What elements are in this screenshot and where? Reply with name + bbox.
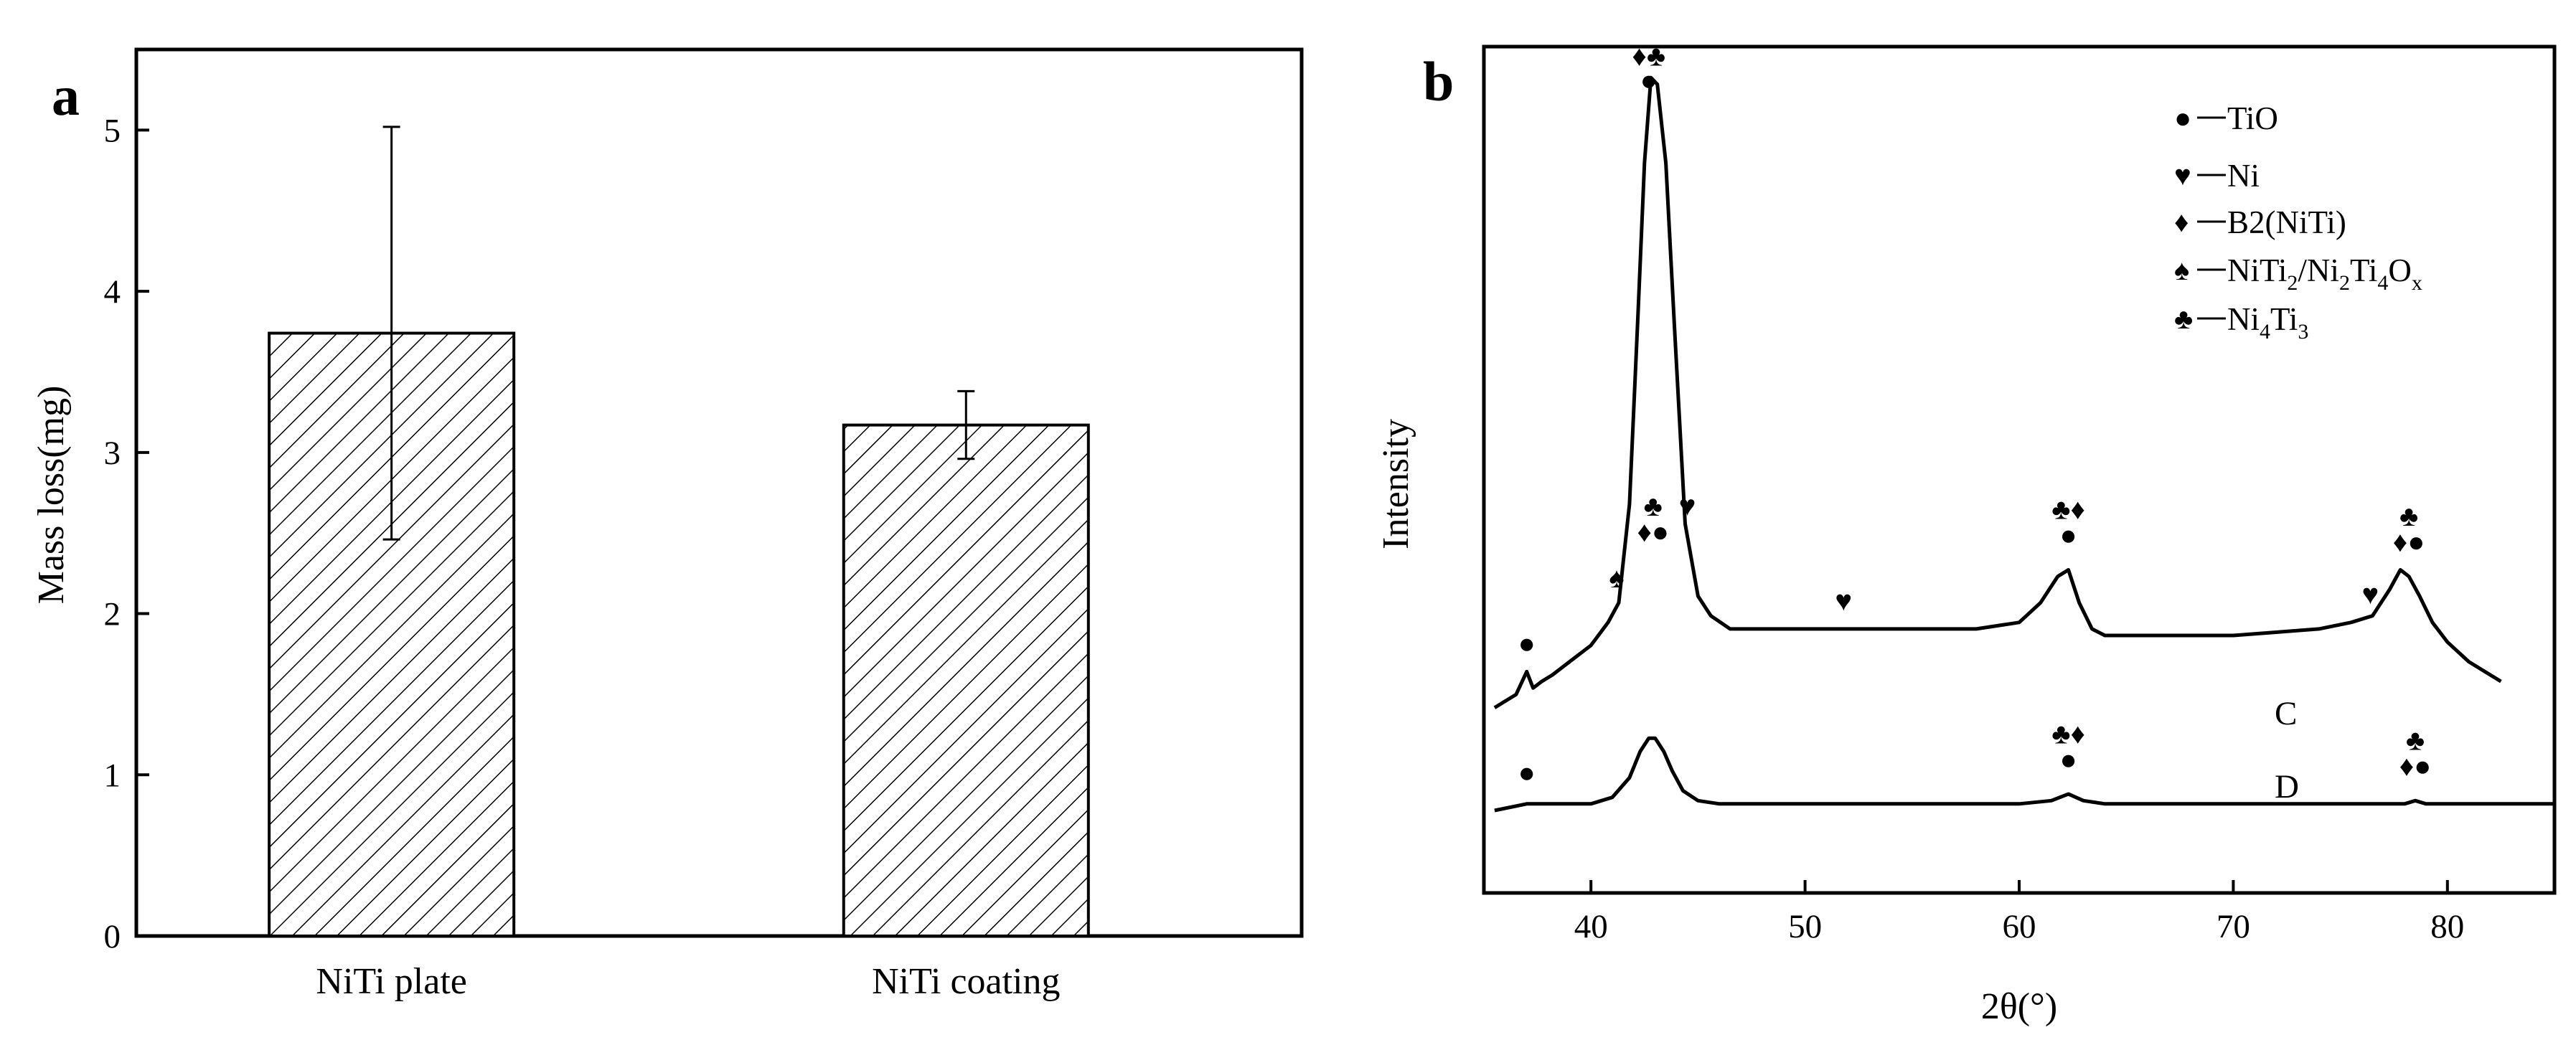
- peak-marker: ●: [1640, 65, 1658, 97]
- x-axis: NiTi plate NiTi coating: [316, 961, 1060, 1002]
- bar-plot-frame: [134, 47, 1304, 938]
- legend-entry: ♥ Ni: [2174, 158, 2260, 194]
- legend-label: NiTi2/Ni2Ti4Ox: [2227, 252, 2422, 295]
- peak-marker: ●: [2060, 743, 2077, 775]
- x-axis-label: 2θ(°): [1981, 986, 2057, 1027]
- legend: ● TiO ♥ Ni ♦ B2(NiTi) ♠ NiTi2/Ni2Ti4Ox ♣: [2174, 100, 2422, 344]
- legend-entry: ♦ B2(NiTi): [2174, 204, 2346, 240]
- series-line-c: [1493, 75, 2502, 709]
- legend-label: TiO: [2227, 100, 2278, 136]
- peak-marker: ♣♦: [2051, 717, 2085, 750]
- curve-label-c: C: [2275, 695, 2297, 732]
- y-tick-label: 1: [104, 757, 121, 794]
- x-tick-label: 80: [2430, 908, 2464, 945]
- peak-markers: ♦♣●●♠♦●♣ ♥♥●♣♦♥♦●♣● ●♣♦♦●♣: [1518, 40, 2432, 789]
- series: [1493, 75, 2554, 813]
- peak-marker: ♦●: [1637, 516, 1669, 548]
- peak-marker: ♠: [1609, 562, 1624, 594]
- legend-label: Ni4Ti3: [2227, 301, 2308, 344]
- bar-chart-panel: a 0 1 2 3 4 5 NiTi plate NiTi coating Mass los…: [31, 47, 1304, 1002]
- x-tick-label: 70: [2217, 908, 2250, 945]
- legend-entry: ♠ NiTi2/Ni2Ti4Ox: [2174, 252, 2422, 295]
- x-tick-label: 60: [2003, 908, 2036, 945]
- legend-symbol: ♥: [2174, 159, 2191, 191]
- peak-marker: ♦♣: [1632, 40, 1665, 72]
- peak-marker: ♥: [1835, 585, 1852, 617]
- peak-marker: ♥: [2362, 578, 2379, 610]
- legend-symbol: ●: [2174, 102, 2191, 134]
- peak-marker: ♣: [1644, 490, 1663, 522]
- peak-marker: ♥: [1679, 490, 1696, 522]
- peak-marker: ●: [2060, 519, 2077, 552]
- y-axis-label: Intensity: [1376, 419, 1416, 549]
- peak-marker: ●: [1518, 628, 1536, 660]
- y-tick-label: 4: [104, 273, 121, 311]
- curve-label-d: D: [2275, 768, 2299, 805]
- peak-marker: ♦●: [2399, 750, 2432, 782]
- peak-marker: ♣♦: [2051, 493, 2085, 526]
- x-tick-label: 50: [1788, 908, 1822, 945]
- peak-marker: ●: [1518, 757, 1536, 789]
- panel-label-a: a: [52, 65, 80, 127]
- legend-symbol: ♠: [2174, 254, 2189, 286]
- y-axis: 0 1 2 3 4 5: [104, 112, 149, 955]
- x-category-label: NiTi plate: [316, 961, 466, 1002]
- bars: [268, 126, 1090, 937]
- x-category-label: NiTi coating: [872, 961, 1060, 1002]
- y-axis-label: Mass loss(mg): [31, 386, 72, 605]
- panel-label-b: b: [1423, 50, 1454, 113]
- x-axis: 40 50 60 70 80: [1574, 880, 2464, 945]
- peak-marker: ♣: [2399, 500, 2418, 532]
- y-tick-label: 3: [104, 435, 121, 472]
- legend-symbol: ♣: [2174, 303, 2193, 335]
- legend-symbol: ♦: [2174, 206, 2189, 238]
- xrd-chart-panel: b 40 50 60 70 80 ♦♣●●♠♦●♣ ♥♥●♣♦♥♦●♣● ●♣♦♦●♣ 2θ…: [1376, 40, 2557, 1027]
- bar: [842, 423, 1090, 937]
- legend-entry: ♣ Ni4Ti3: [2174, 301, 2308, 344]
- y-tick-label: 0: [104, 918, 121, 955]
- peak-marker: ♦●: [2393, 526, 2425, 558]
- x-tick-label: 40: [1574, 908, 1608, 945]
- legend-entry: ● TiO: [2174, 100, 2278, 136]
- peak-marker: ♣: [2406, 724, 2425, 756]
- y-tick-label: 2: [104, 596, 121, 633]
- y-tick-label: 5: [104, 112, 121, 149]
- series-line-d: [1494, 736, 2554, 813]
- legend-label: Ni: [2227, 158, 2260, 194]
- legend-label: B2(NiTi): [2227, 204, 2346, 240]
